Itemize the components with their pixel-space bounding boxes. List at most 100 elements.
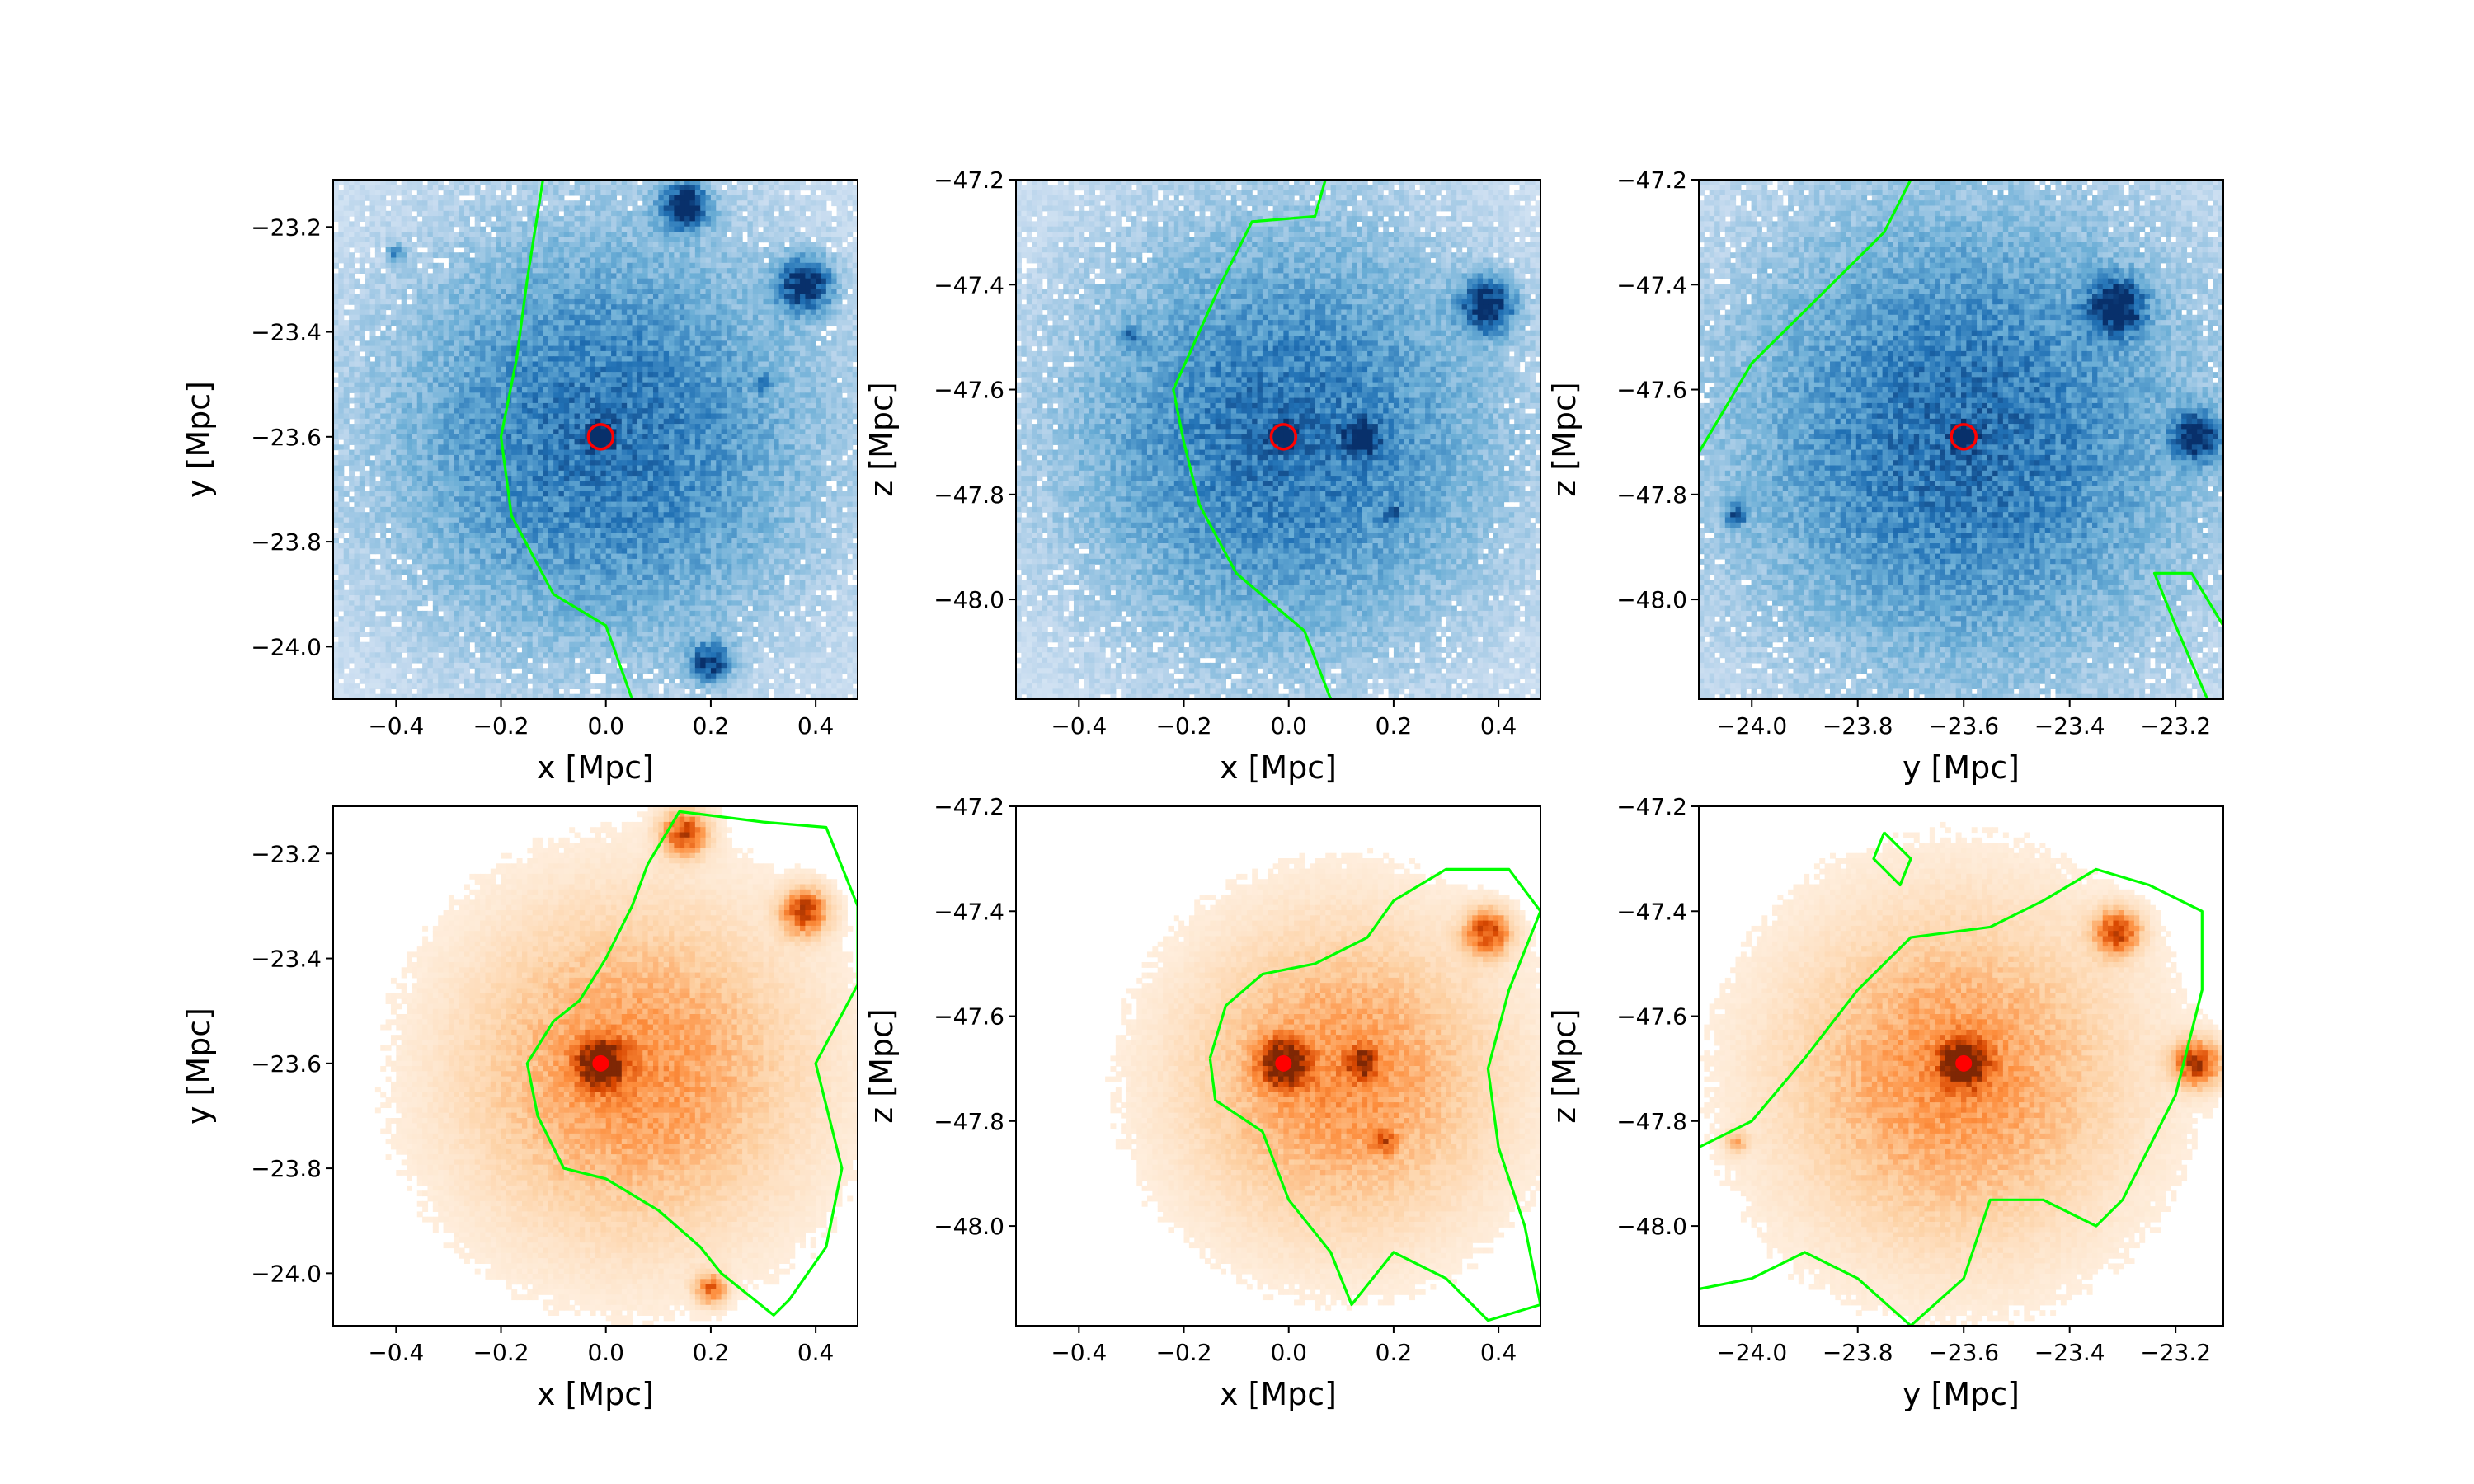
contour-line (2152, 571, 2223, 699)
plot-frame (1015, 805, 1541, 1327)
x-tick-label: 0.4 (797, 1339, 835, 1366)
y-tick-label: −47.8 (1616, 481, 1687, 509)
x-tick-label: 0.4 (1480, 712, 1517, 740)
y-axis-label: z [Mpc] (863, 1008, 900, 1123)
x-tick-label: −0.4 (1051, 712, 1107, 740)
plot-frame (1015, 179, 1541, 700)
y-tick-label: −23.2 (251, 840, 322, 867)
heatmap-image (1699, 180, 2223, 699)
x-axis-label: x [Mpc] (537, 1376, 654, 1412)
y-tick-label: −23.4 (251, 946, 322, 973)
y-tick-label: −47.2 (934, 793, 1004, 820)
y-axis-label: z [Mpc] (1546, 1008, 1583, 1123)
x-tick-label: −0.4 (368, 712, 424, 740)
x-tick-label: 0.0 (1270, 1339, 1307, 1366)
x-tick-label: −24.0 (1716, 712, 1787, 740)
contour-line (1172, 180, 1333, 699)
x-tick-label: −23.4 (2034, 1339, 2105, 1366)
heatmap-image (1016, 180, 1540, 699)
heatmap-image (1699, 821, 2223, 1326)
y-tick-label: −47.6 (1616, 1003, 1687, 1031)
y-tick-label: −23.2 (251, 214, 322, 241)
panel-bottom-right: −24.0 −23.8 −23.6 −23.4 −23.2 −48.0 −47.8 −47.6… (1546, 793, 2224, 1412)
x-tick-label: 0.2 (1376, 712, 1413, 740)
heatmap-image (374, 806, 858, 1326)
center-marker (1955, 1054, 1973, 1072)
x-tick-label: −23.6 (1928, 1339, 1999, 1366)
contour-line (1699, 180, 1912, 453)
y-tick-label: −23.8 (251, 528, 322, 556)
x-tick-label: 0.4 (1480, 1339, 1517, 1366)
y-tick-label: −48.0 (934, 1213, 1004, 1240)
y-tick-label: −23.6 (251, 1050, 322, 1078)
x-axis-label: x [Mpc] (1220, 1376, 1337, 1412)
panel-top-middle: −0.4 −0.2 0.0 0.2 0.4 −48.0 −47.8 −47.6 −47.4 −47… (863, 167, 1541, 786)
y-tick-label: −48.0 (934, 586, 1004, 613)
contour-line (1208, 867, 1540, 1322)
y-axis-label: z [Mpc] (1546, 382, 1583, 496)
y-axis-label: z [Mpc] (863, 382, 900, 496)
plot-frame (332, 805, 858, 1327)
panel-top-right: −24.0 −23.8 −23.6 −23.4 −23.2 −48.0 −47.8 −47.6… (1546, 167, 2224, 786)
x-tick-label: 0.2 (693, 712, 730, 740)
x-axis-label: y [Mpc] (1903, 1376, 2020, 1412)
center-marker (592, 1054, 609, 1072)
y-tick-label: −47.2 (934, 167, 1004, 194)
y-tick-label: −47.8 (934, 1108, 1004, 1135)
contour-line (1699, 867, 2204, 1326)
x-tick-label: −23.8 (1823, 712, 1893, 740)
y-tick-label: −47.4 (1616, 898, 1687, 925)
x-tick-label: −0.4 (1051, 1339, 1107, 1366)
y-tick-label: −47.4 (1616, 271, 1687, 298)
y-tick-label: −47.8 (934, 481, 1004, 509)
center-marker (1269, 423, 1298, 451)
panel-bottom-middle: −0.4 −0.2 0.0 0.2 0.4 −48.0 −47.8 −47.6 −47.4 −47… (863, 793, 1541, 1412)
y-tick-label: −47.6 (1616, 377, 1687, 404)
x-tick-label: 0.2 (693, 1339, 730, 1366)
x-tick-label: −24.0 (1716, 1339, 1787, 1366)
x-axis-label: x [Mpc] (1220, 749, 1337, 786)
x-tick-label: −0.2 (1156, 712, 1212, 740)
y-tick-label: −23.8 (251, 1155, 322, 1182)
y-tick-label: −47.2 (1616, 167, 1687, 194)
x-axis-label: x [Mpc] (537, 749, 654, 786)
center-marker (586, 423, 615, 451)
x-tick-label: 0.0 (587, 1339, 624, 1366)
x-tick-label: 0.4 (797, 712, 835, 740)
x-tick-label: −0.2 (1156, 1339, 1212, 1366)
panel-top-left: −0.4 −0.2 0.0 0.2 0.4 −24.0 −23.8 −23.6 −23.4 −23… (181, 179, 858, 786)
contour-line (525, 810, 858, 1317)
y-axis-label: y [Mpc] (181, 1007, 217, 1125)
contour-line (499, 180, 634, 699)
y-tick-label: −47.6 (934, 377, 1004, 404)
panel-bottom-left: −0.4 −0.2 0.0 0.2 0.4 −24.0 −23.8 −23.6 −23.4 −23… (181, 805, 858, 1412)
plot-frame (332, 179, 858, 700)
x-tick-label: −0.2 (473, 1339, 529, 1366)
x-tick-label: −23.8 (1823, 1339, 1893, 1366)
y-tick-label: −47.6 (934, 1003, 1004, 1031)
x-tick-label: −23.2 (2140, 1339, 2211, 1366)
x-tick-label: −23.4 (2034, 712, 2105, 740)
x-tick-label: −0.2 (473, 712, 529, 740)
center-marker (1950, 423, 1978, 451)
y-tick-label: −24.0 (251, 1260, 322, 1287)
y-tick-label: −24.0 (251, 633, 322, 660)
y-tick-label: −48.0 (1616, 1213, 1687, 1240)
x-tick-label: 0.0 (587, 712, 624, 740)
heatmap-image (1105, 848, 1540, 1311)
plot-frame (1698, 805, 2224, 1327)
x-tick-label: −23.2 (2140, 712, 2211, 740)
contour-line (1872, 831, 1912, 887)
y-tick-label: −23.4 (251, 319, 322, 346)
y-axis-label: y [Mpc] (181, 381, 217, 498)
x-tick-label: −23.6 (1928, 712, 1999, 740)
x-tick-label: −0.4 (368, 1339, 424, 1366)
y-tick-label: −47.2 (1616, 793, 1687, 820)
y-tick-label: −23.6 (251, 424, 322, 451)
plot-frame (1698, 179, 2224, 700)
y-tick-label: −48.0 (1616, 586, 1687, 613)
y-tick-label: −47.4 (934, 271, 1004, 298)
center-marker (1275, 1054, 1292, 1072)
heatmap-image (333, 180, 858, 699)
